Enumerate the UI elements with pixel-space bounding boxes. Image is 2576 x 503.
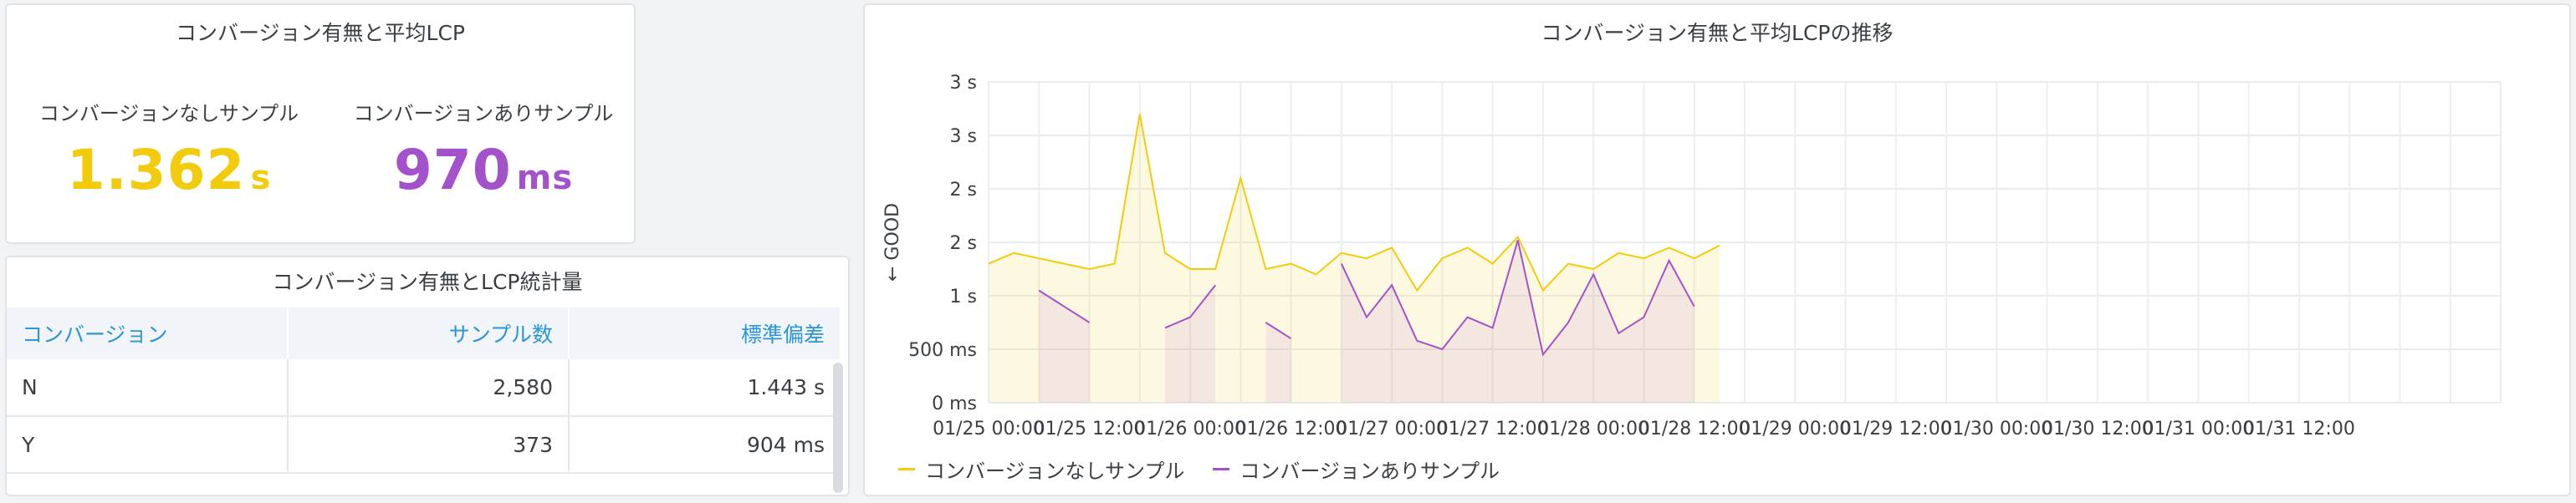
legend-item-no-conversion[interactable]: コンバージョンなしサンプル (898, 455, 1184, 484)
table-cell-conversion: Y (7, 416, 289, 474)
x-tick-label: 01/26 00:00 (1134, 419, 1246, 439)
column-header-std-dev[interactable]: 標準偏差 (569, 307, 840, 359)
x-tick-label: 01/29 00:00 (1739, 419, 1851, 439)
series-area-no-conversion (989, 114, 1720, 403)
table-cell-sample-count: 373 (288, 416, 570, 474)
series-line-conversion (1038, 289, 1091, 323)
table-cell-std-dev: 1.443 s (569, 359, 840, 417)
x-tick-label: 01/30 12:00 (2042, 419, 2154, 439)
table-cell-sample-count: 2,580 (288, 359, 570, 417)
legend-swatch-no-conversion (898, 468, 915, 470)
stat-conversion-label: コンバージョンありサンプル (353, 102, 614, 125)
series-line-conversion (1164, 284, 1216, 329)
x-tick-label: 01/25 00:00 (933, 419, 1045, 439)
series-line-conversion (1340, 240, 1695, 357)
stat-conversion-number: 970 (393, 138, 512, 202)
column-header-sample-count[interactable]: サンプル数 (288, 307, 570, 359)
stat-panel-title: コンバージョン有無と平均LCP (176, 21, 465, 45)
table-row: N 2,580 1.443 s (7, 359, 840, 417)
series-line-conversion (1265, 322, 1292, 340)
table-scrollbar[interactable] (833, 363, 843, 493)
series-area-conversion (1265, 323, 1291, 403)
y-axis-label: ← GOOD (882, 203, 903, 282)
stats-table: コンバージョン サンプル数 標準偏差 N 2,580 1.443 s Y 373… (7, 307, 840, 474)
table-panel-title: コンバージョン有無とLCP統計量 (272, 270, 583, 294)
stat-no-conversion-number: 1.362 (66, 138, 246, 202)
y-tick-label: 0 ms (932, 394, 977, 414)
stat-conversion-unit: ms (516, 159, 574, 197)
y-tick-label: 1 s (950, 287, 977, 307)
legend-label-conversion: コンバージョンありサンプル (1239, 460, 1500, 483)
table-row: Y 373 904 ms (7, 416, 840, 474)
legend-item-conversion[interactable]: コンバージョンありサンプル (1213, 455, 1500, 484)
chart-legend: コンバージョンなしサンプル コンバージョンありサンプル (898, 455, 1500, 484)
y-tick-label: 2 s (950, 233, 977, 254)
x-tick-label: 01/26 12:00 (1235, 419, 1347, 439)
table-cell-std-dev: 904 ms (569, 416, 840, 474)
legend-label-no-conversion: コンバージョンなしサンプル (925, 460, 1185, 483)
table-panel: コンバージョン有無とLCP統計量 コンバージョン サンプル数 標準偏差 N 2,… (5, 256, 850, 496)
series-area-conversion (1164, 285, 1216, 403)
chart-panel: コンバージョン有無と平均LCPの推移 0 ms 500 ms 1 s 2 s 2 s 3 … (863, 3, 2571, 496)
y-tick-label: 500 ms (908, 340, 977, 361)
stat-conversion: コンバージョンありサンプル 970 ms (333, 97, 634, 202)
chart-title: コンバージョン有無と平均LCPの推移 (1541, 21, 1894, 45)
x-tick-label: 01/29 12:00 (1840, 419, 1952, 439)
x-tick-label: 01/27 12:00 (1437, 419, 1549, 439)
stat-no-conversion-label: コンバージョンなしサンプル (38, 102, 299, 125)
series-area-conversion (1341, 240, 1694, 403)
x-tick-label: 01/30 00:00 (1940, 419, 2052, 439)
stat-no-conversion-value: 1.362 s (18, 138, 319, 202)
y-tick-label: 3 s (950, 73, 977, 94)
column-header-conversion[interactable]: コンバージョン (7, 307, 289, 359)
x-tick-label: 01/27 00:00 (1336, 419, 1448, 439)
legend-swatch-conversion (1213, 468, 1230, 470)
table-header-row: コンバージョン サンプル数 標準偏差 (7, 307, 840, 359)
x-tick-label: 01/31 00:00 (2143, 419, 2255, 439)
table-cell-conversion: N (7, 359, 289, 417)
y-tick-label: 2 s (950, 180, 977, 201)
stat-conversion-value: 970 ms (333, 138, 634, 202)
x-tick-label: 01/28 12:00 (1638, 419, 1751, 439)
x-tick-label: 01/28 00:00 (1537, 419, 1649, 439)
series-line-no-conversion (988, 114, 1720, 292)
x-tick-label: 01/31 12:00 (2243, 419, 2355, 439)
stat-no-conversion-unit: s (250, 159, 272, 197)
x-tick-label: 01/25 12:00 (1034, 419, 1146, 439)
series-area-conversion (1039, 290, 1090, 403)
y-tick-label: 3 s (950, 126, 977, 147)
stat-panel: コンバージョン有無と平均LCP コンバージョンなしサンプル 1.362 s コンバ… (5, 3, 636, 244)
stat-no-conversion: コンバージョンなしサンプル 1.362 s (18, 97, 319, 202)
